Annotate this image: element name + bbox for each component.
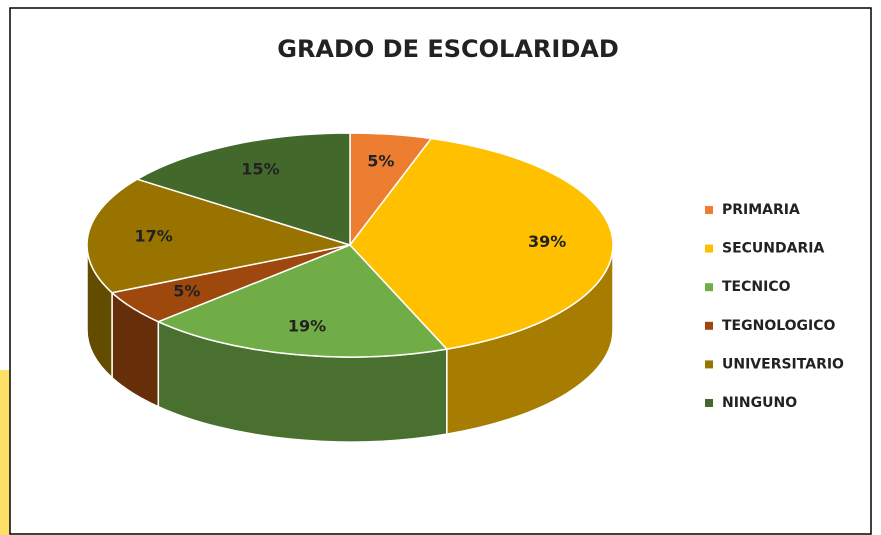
legend-swatch [705,321,713,330]
chart-title: GRADO DE ESCOLARIDAD [277,35,619,63]
legend-label: NINGUNO [722,395,797,411]
data-label: 15% [241,160,279,179]
data-label: 19% [288,316,326,335]
data-label: 5% [367,152,394,171]
legend-label: SECUNDARIA [722,241,824,257]
legend-swatch [705,244,713,253]
data-label: 39% [528,232,566,251]
data-label: 5% [173,282,200,301]
pie-slice [135,132,351,247]
legend-label: PRIMARIA [722,202,800,218]
pie-slice [156,244,449,358]
background-strip [0,370,10,535]
legend-swatch [705,283,713,292]
legend-label: TECNICO [722,279,791,295]
legend-label: UNIVERSITARIO [722,356,844,372]
data-label: 17% [134,227,172,246]
pie-slice [86,178,351,294]
legend-swatch [705,206,713,214]
pie-slice [349,137,614,350]
legend-swatch [705,399,713,407]
legend-label: TEGNOLOGICO [722,318,836,334]
legend-swatch [705,360,713,369]
